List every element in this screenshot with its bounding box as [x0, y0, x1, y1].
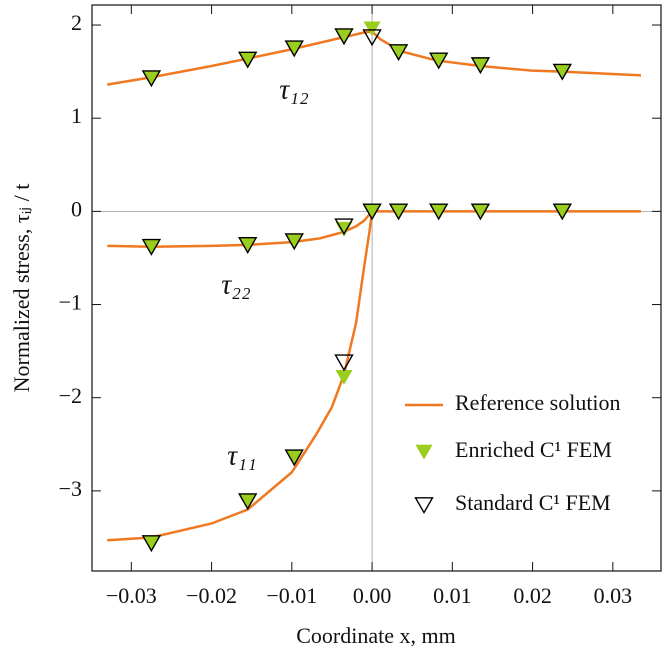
fem-marker	[552, 63, 572, 81]
curve-label: τ₁₂	[279, 74, 309, 105]
fem-marker	[141, 70, 162, 88]
legend-marker	[414, 497, 434, 515]
fem-marker	[363, 21, 381, 37]
curve-label: τ₁₁	[227, 440, 257, 471]
y-tick-label: −2	[59, 383, 82, 408]
fem-marker	[142, 239, 160, 255]
x-tick-label: 0.03	[594, 583, 633, 608]
y-tick-label: 2	[71, 10, 82, 35]
fem-marker	[239, 237, 257, 253]
curve-label: τ₂₂	[221, 269, 251, 300]
x-tick-label: −0.03	[106, 583, 157, 608]
fem-marker	[285, 41, 303, 56]
fem-marker	[430, 53, 448, 69]
fem-marker	[428, 52, 449, 70]
fem-marker	[239, 52, 257, 68]
x-tick-label: −0.02	[186, 583, 237, 608]
x-tick-label: 0.02	[513, 583, 552, 608]
fem-marker	[237, 236, 258, 254]
x-tick-label: 0.01	[433, 583, 472, 608]
y-tick-label: −1	[59, 290, 82, 315]
fem-marker	[142, 535, 160, 551]
y-axis-title: Normalized stress, τᵢⱼ / t	[9, 184, 34, 393]
fem-marker	[334, 28, 354, 46]
x-tick-label: 0.00	[353, 583, 392, 608]
fem-marker	[285, 233, 303, 249]
fem-marker	[237, 493, 258, 511]
y-tick-label: 0	[71, 196, 82, 221]
y-tick-label: −3	[59, 476, 82, 501]
fem-marker	[334, 218, 354, 236]
fem-marker	[471, 57, 489, 73]
fem-marker	[390, 44, 408, 60]
x-tick-label: −0.01	[266, 583, 317, 608]
fem-marker	[471, 204, 489, 220]
fem-marker	[428, 203, 449, 221]
fem-marker	[388, 203, 409, 221]
frame	[91, 4, 662, 572]
fem-marker	[390, 204, 408, 220]
fem-marker	[363, 204, 381, 220]
y-tick-label: 1	[71, 103, 82, 128]
fem-marker	[362, 29, 382, 47]
fem-marker	[470, 203, 491, 221]
reference-curve	[107, 211, 374, 542]
fem-marker	[284, 233, 304, 251]
legend-label: Standard C¹ FEM	[455, 490, 611, 515]
fem-marker	[237, 51, 258, 69]
reference-curve	[107, 210, 641, 249]
fem-marker	[284, 40, 304, 58]
fem-marker	[142, 70, 160, 86]
legend-label: Enriched C¹ FEM	[455, 437, 612, 462]
fem-marker	[284, 449, 304, 467]
fem-marker	[285, 450, 303, 465]
x-axis-title: Coordinate x, mm	[296, 623, 455, 648]
fem-marker	[552, 203, 572, 221]
fem-marker	[388, 44, 409, 62]
fem-marker	[335, 369, 353, 385]
fem-marker	[141, 535, 162, 553]
fem-marker	[430, 204, 448, 220]
fem-marker	[553, 204, 571, 220]
fem-marker	[239, 493, 257, 509]
fem-marker	[141, 238, 162, 256]
fem-marker	[334, 354, 354, 372]
fem-marker	[470, 57, 491, 75]
legend-marker	[415, 444, 433, 460]
fem-marker	[553, 64, 571, 80]
fem-marker	[362, 203, 382, 221]
fem-marker	[335, 28, 353, 44]
legend-label: Reference solution	[455, 390, 621, 415]
